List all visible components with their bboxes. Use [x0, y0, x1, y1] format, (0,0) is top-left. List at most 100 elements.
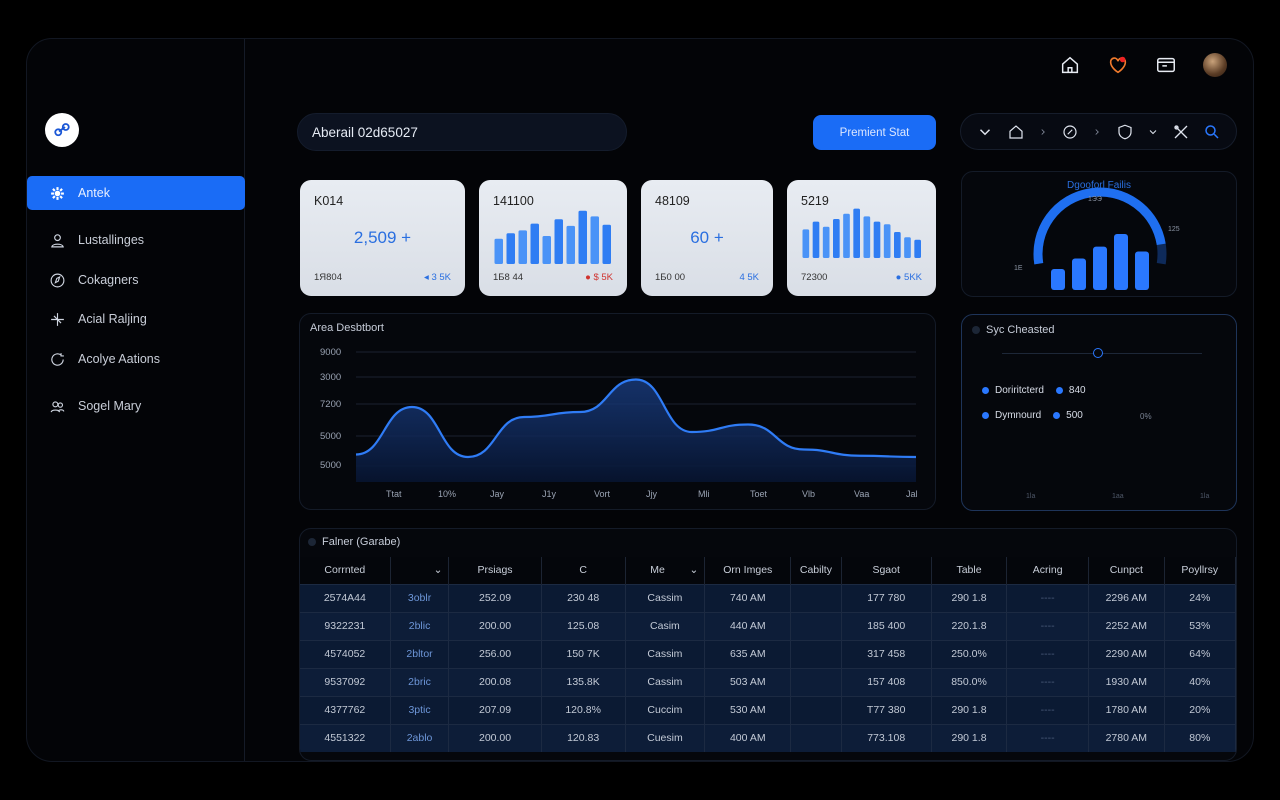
table-cell: 207.09	[448, 695, 542, 724]
primary-stat-button[interactable]: Premient Stat	[813, 115, 936, 150]
sidebar-item-sogel-mary[interactable]: Sogel Mary	[27, 389, 245, 423]
window-icon[interactable]	[1155, 54, 1177, 76]
stat-delta: ● 5KK	[895, 272, 922, 283]
stat-footer: 1Б8 44	[493, 272, 524, 283]
chevron-down-icon[interactable]: ⌄	[433, 564, 443, 577]
table-row[interactable]: 9322231 2blic 200.00 125.08 Casim 440 AM 185 4…	[300, 611, 1236, 640]
stat-bar	[554, 219, 563, 264]
search-input[interactable]: Aberail 02d65027	[297, 113, 627, 151]
table-cell: 185 400	[841, 611, 932, 640]
stat-bar	[566, 225, 575, 264]
heart-alert-icon[interactable]	[1107, 54, 1129, 76]
home-icon[interactable]	[1007, 123, 1025, 141]
gauge-title: Dgooforl Failis	[1067, 180, 1131, 191]
table-cell: 9322231	[300, 611, 391, 640]
slider-handle[interactable]	[1093, 348, 1103, 358]
data-table-panel: Falner (Garabe) Corrnted ⌄ Prsiags C Me ⌄ Or…	[299, 528, 1237, 761]
stat-card[interactable]: 141100 1Б8 44 ● $ 5K	[479, 180, 627, 296]
group-icon	[50, 400, 65, 412]
sparkle-icon	[51, 312, 64, 326]
avatar[interactable]	[1203, 53, 1227, 77]
table-cell: T77 380	[841, 695, 932, 724]
status-dot	[308, 538, 316, 546]
stat-title: K014	[314, 194, 344, 208]
sidebar-item-antek[interactable]: Antek	[27, 176, 245, 210]
link-icon[interactable]	[1061, 123, 1079, 141]
column-header[interactable]: Acring	[1006, 557, 1090, 584]
table-cell: 290 1.8	[931, 583, 1008, 612]
table-cell: 2blic	[390, 611, 450, 640]
table-cell: 4574052	[300, 639, 391, 668]
stat-footer: 1Я804	[314, 272, 342, 283]
stat-bar	[494, 238, 503, 264]
table-row[interactable]: 2574A44 3oblr 252.09 230 48 Cassim 740 AM 177 …	[300, 583, 1236, 612]
table-cell	[790, 639, 842, 668]
table-cell	[790, 667, 842, 696]
sidebar-item-lustallinges[interactable]: Lustallinges	[27, 223, 245, 257]
column-header[interactable]: Me ⌄	[625, 557, 706, 584]
table-cell: 440 AM	[704, 611, 792, 640]
tools-icon[interactable]	[1172, 123, 1190, 141]
table-header-row: Corrnted ⌄ Prsiags C Me ⌄ Orn Imges Cabilty Sg…	[300, 557, 1236, 584]
column-header[interactable]: ⌄	[390, 557, 450, 584]
gear-icon	[51, 186, 64, 200]
side-panel-title: Syc Cheasted	[986, 324, 1055, 336]
stat-card[interactable]: 5219 72300 ● 5KK	[787, 180, 936, 296]
gauge-label: 1Е	[1014, 265, 1023, 272]
stat-card[interactable]: K014 2,509 + 1Я804 ◂ 3 5K	[300, 180, 465, 296]
shield-icon[interactable]	[1116, 123, 1134, 141]
column-header[interactable]: Cunpct	[1088, 557, 1165, 584]
x-tick-label: Vaa	[854, 489, 870, 499]
column-header[interactable]: Table	[931, 557, 1008, 584]
y-tick-label: 5000	[320, 460, 342, 471]
y-tick-label: 3000	[320, 372, 342, 383]
stat-card[interactable]: 48109 60 + 1Б0 00 4 5K	[641, 180, 773, 296]
logo[interactable]	[45, 113, 79, 147]
column-header[interactable]: Prsiags	[448, 557, 542, 584]
column-header[interactable]: Poyllrsy	[1164, 557, 1236, 584]
table-cell: 2252 AM	[1088, 611, 1165, 640]
table-header: Falner (Garabe)	[308, 536, 400, 548]
x-tick-label: Vlb	[802, 489, 816, 499]
column-header[interactable]: Orn Imges	[704, 557, 792, 584]
table-cell: 64%	[1164, 639, 1236, 668]
table-cell: 4551322	[300, 723, 391, 752]
column-header[interactable]: Cabilty	[790, 557, 842, 584]
gauge-label: 125	[1168, 226, 1180, 233]
chevron-down-icon[interactable]: ⌄	[689, 564, 699, 577]
chart-title: Area Desbtbort	[310, 322, 384, 334]
table-cell: 120.8%	[541, 695, 626, 724]
table-row[interactable]: 4574052 2bltor 256.00 150 7K Cassim 635 AM 317…	[300, 639, 1236, 668]
table-cell: 3oblr	[390, 583, 450, 612]
gauge-arc	[1033, 187, 1166, 265]
table-cell: 125.08	[541, 611, 626, 640]
stat-footer: 72300	[801, 272, 828, 283]
stat-delta: ● $ 5K	[585, 272, 613, 283]
table-cell: 53%	[1164, 611, 1236, 640]
column-header[interactable]: Sgaot	[841, 557, 932, 584]
column-header[interactable]: Corrnted	[300, 557, 391, 584]
home-icon[interactable]	[1059, 54, 1081, 76]
table-cell: 317 458	[841, 639, 932, 668]
table-row[interactable]: 9537092 2bric 200.08 135.8K Cassim 503 AM 157 …	[300, 667, 1236, 696]
search-icon[interactable]	[1203, 123, 1221, 141]
stat-title: 48109	[655, 194, 690, 208]
stat-bar	[530, 223, 539, 264]
stat-value: 60 +	[690, 228, 724, 247]
percent-label: 0%	[1140, 412, 1152, 421]
sidebar-item-label: Acolye Aations	[78, 352, 160, 366]
table-row[interactable]: 4551322 2ablo 200.00 120.83 Cuesim 400 AM 773.…	[300, 723, 1236, 752]
x-tick-label: Jal	[906, 489, 918, 499]
sidebar-item-acial-raljing[interactable]: Acial Raljing	[27, 302, 245, 336]
stat-bar	[802, 229, 810, 258]
header-icons	[1059, 53, 1227, 77]
table-cell: 256.00	[448, 639, 542, 668]
chevron-down-icon[interactable]	[1147, 123, 1159, 141]
sidebar-item-cokagners[interactable]: Cokagners	[27, 263, 245, 297]
table-cell: 200.00	[448, 611, 542, 640]
column-header[interactable]: C	[541, 557, 626, 584]
chevron-down-icon[interactable]	[976, 123, 994, 141]
sidebar-item-acolye-aations[interactable]: Acolye Aations	[27, 342, 245, 376]
table-cell: 635 AM	[704, 639, 792, 668]
table-row[interactable]: 4377762 3ptic 207.09 120.8% Cuccim 530 AM T77 …	[300, 695, 1236, 724]
